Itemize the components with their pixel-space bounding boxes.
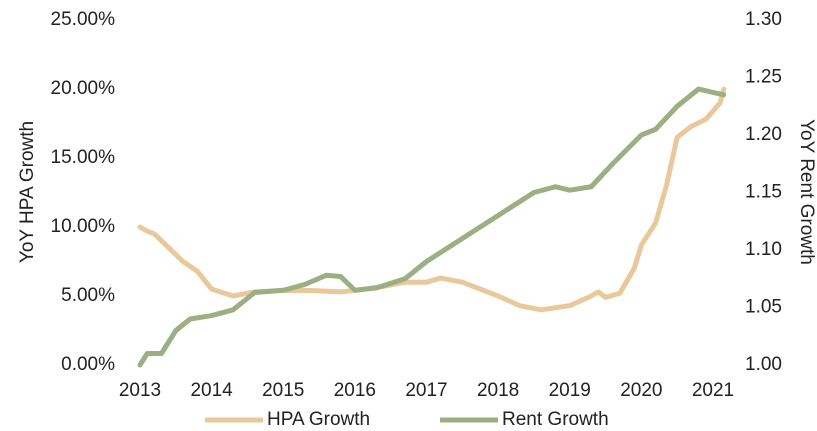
y2-tick-label: 1.10 <box>745 239 782 260</box>
x-tick-label: 2021 <box>692 380 734 401</box>
series-line <box>137 86 727 313</box>
y-tick-label: 5.00% <box>61 285 115 306</box>
x-tick-label: 2020 <box>620 380 662 401</box>
y2-tick-label: 1.25 <box>745 67 782 88</box>
y-tick-label: 25.00% <box>51 9 116 30</box>
y-axis-label: YoY HPA Growth <box>17 121 38 263</box>
y2-axis-label: YoY Rent Growth <box>796 119 817 265</box>
legend-label: HPA Growth <box>267 409 370 430</box>
y2-tick-label: 1.00 <box>745 354 782 375</box>
x-tick-label: 2018 <box>477 380 519 401</box>
x-tick-label: 2017 <box>405 380 447 401</box>
x-tick-label: 2016 <box>334 380 376 401</box>
y2-tick-label: 1.20 <box>745 124 782 145</box>
y2-tick-label: 1.05 <box>745 297 782 318</box>
y-tick-label: 0.00% <box>61 354 115 375</box>
y-tick-label: 20.00% <box>51 78 116 99</box>
x-tick-label: 2015 <box>262 380 304 401</box>
y-tick-label: 15.00% <box>51 147 116 168</box>
series-line <box>137 86 727 368</box>
y-tick-label: 10.00% <box>51 216 116 237</box>
x-tick-label: 2013 <box>119 380 161 401</box>
y2-tick-label: 1.30 <box>745 9 782 30</box>
legend-label: Rent Growth <box>502 409 609 430</box>
x-tick-label: 2014 <box>190 380 233 401</box>
y2-tick-label: 1.15 <box>745 182 782 203</box>
x-tick-label: 2019 <box>549 380 591 401</box>
